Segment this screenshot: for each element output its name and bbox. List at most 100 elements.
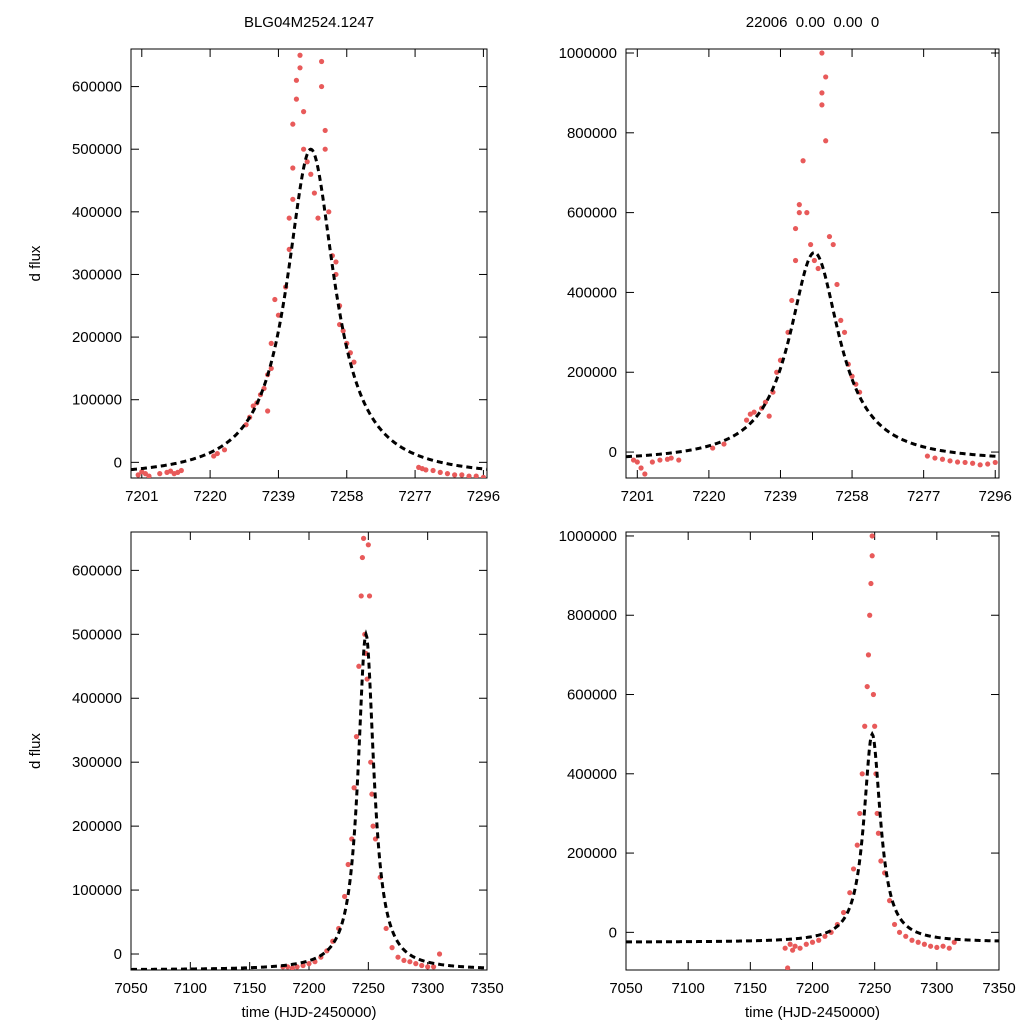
- y-tick-label: 500000: [72, 626, 122, 643]
- y-tick-label: 600000: [72, 562, 122, 579]
- y-tick-label: 600000: [567, 687, 617, 704]
- data-point: [868, 580, 874, 587]
- data-point: [789, 297, 795, 304]
- model-curve: [131, 629, 487, 970]
- x-tick-label: 7258: [330, 488, 363, 505]
- data-point: [676, 457, 682, 463]
- y-tick-label: 400000: [72, 690, 122, 707]
- data-point: [886, 898, 893, 904]
- data-point: [353, 734, 360, 740]
- data-point: [294, 964, 300, 970]
- data-point: [668, 455, 674, 461]
- data-point: [903, 933, 909, 939]
- data-point: [743, 417, 750, 423]
- data-point: [819, 50, 825, 56]
- data-point: [970, 460, 976, 466]
- data-point: [804, 210, 810, 216]
- data-point: [932, 455, 938, 461]
- data-point: [304, 159, 310, 165]
- data-point: [816, 937, 822, 943]
- y-tick-label: 100000: [72, 882, 122, 899]
- x-tick-label: 7277: [398, 488, 431, 505]
- x-tick-label: 7150: [734, 980, 767, 997]
- data-point: [356, 663, 362, 669]
- y-tick-label: 200000: [567, 845, 617, 862]
- data-point: [634, 459, 640, 465]
- data-point: [366, 593, 373, 599]
- y-tick-label: 0: [114, 946, 122, 963]
- data-point: [826, 233, 833, 240]
- data-point: [823, 74, 829, 80]
- data-point: [939, 456, 946, 462]
- data-point: [221, 447, 228, 453]
- x-tick-label: 7050: [609, 980, 642, 997]
- data-point: [365, 542, 371, 548]
- x-tick-label: 7201: [621, 488, 654, 505]
- y-tick-label: 600000: [567, 205, 617, 222]
- data-point: [286, 215, 292, 221]
- y-tick-label: 400000: [567, 766, 617, 783]
- model-curve: [626, 730, 999, 944]
- data-point: [146, 473, 152, 478]
- data-point: [854, 842, 860, 848]
- data-point: [838, 317, 844, 323]
- data-point: [431, 964, 437, 970]
- data-point: [322, 127, 328, 134]
- data-point: [642, 471, 648, 477]
- data-point: [297, 52, 303, 58]
- data-point: [867, 612, 873, 618]
- data-point: [473, 473, 479, 478]
- data-point: [865, 652, 872, 658]
- data-point: [808, 241, 814, 248]
- data-point: [909, 937, 915, 943]
- data-point: [859, 771, 865, 777]
- data-point: [268, 365, 274, 372]
- data-point: [940, 943, 946, 949]
- data-point: [947, 458, 953, 464]
- data-point: [351, 785, 357, 791]
- data-point: [878, 858, 884, 864]
- data-point: [721, 441, 727, 447]
- plot-frame: [625, 48, 1000, 479]
- panel-bottom-right: 0 200000 400000 600000 800000 1000000 7050 7100…: [559, 528, 1016, 1021]
- data-point: [452, 472, 458, 478]
- data-point: [921, 941, 928, 947]
- data-point: [360, 535, 367, 541]
- x-tick-label: 7220: [692, 488, 725, 505]
- data-point: [342, 893, 348, 900]
- plot-frame: [130, 48, 488, 479]
- data-point: [297, 65, 303, 71]
- data-point: [480, 474, 487, 478]
- data-point: [840, 909, 847, 916]
- data-point: [340, 328, 346, 334]
- data-point: [430, 467, 436, 474]
- data-point: [425, 964, 431, 970]
- y-tick-label: 400000: [72, 204, 122, 221]
- data-series: [630, 50, 998, 477]
- data-point: [308, 171, 314, 177]
- x-tick-label: 7300: [411, 980, 444, 997]
- y-tick-label: 400000: [567, 284, 617, 301]
- data-point: [962, 459, 968, 466]
- data-point: [864, 683, 870, 690]
- y-tick-label: 300000: [72, 754, 122, 771]
- data-point: [875, 830, 881, 836]
- data-point: [370, 823, 376, 829]
- data-point: [289, 965, 295, 970]
- data-point: [318, 58, 325, 65]
- data-point: [792, 225, 799, 232]
- y-tick-label: 800000: [567, 607, 617, 624]
- data-point: [293, 77, 300, 83]
- data-point: [306, 961, 312, 967]
- x-tick-label: 7050: [114, 980, 147, 997]
- chart-title: 22006 0.00 0.00 0: [746, 14, 879, 31]
- data-point: [214, 450, 220, 457]
- panel-top-right: 0 200000 400000 600000 800000 1000000 7201 7220…: [559, 14, 1012, 505]
- data-point: [782, 945, 788, 951]
- x-tick-label: 7100: [174, 980, 207, 997]
- plot-frame: [130, 531, 488, 971]
- data-point: [419, 962, 425, 969]
- x-tick-label: 7277: [907, 488, 940, 505]
- data-point: [459, 472, 465, 478]
- y-tick-label: 1000000: [559, 45, 617, 62]
